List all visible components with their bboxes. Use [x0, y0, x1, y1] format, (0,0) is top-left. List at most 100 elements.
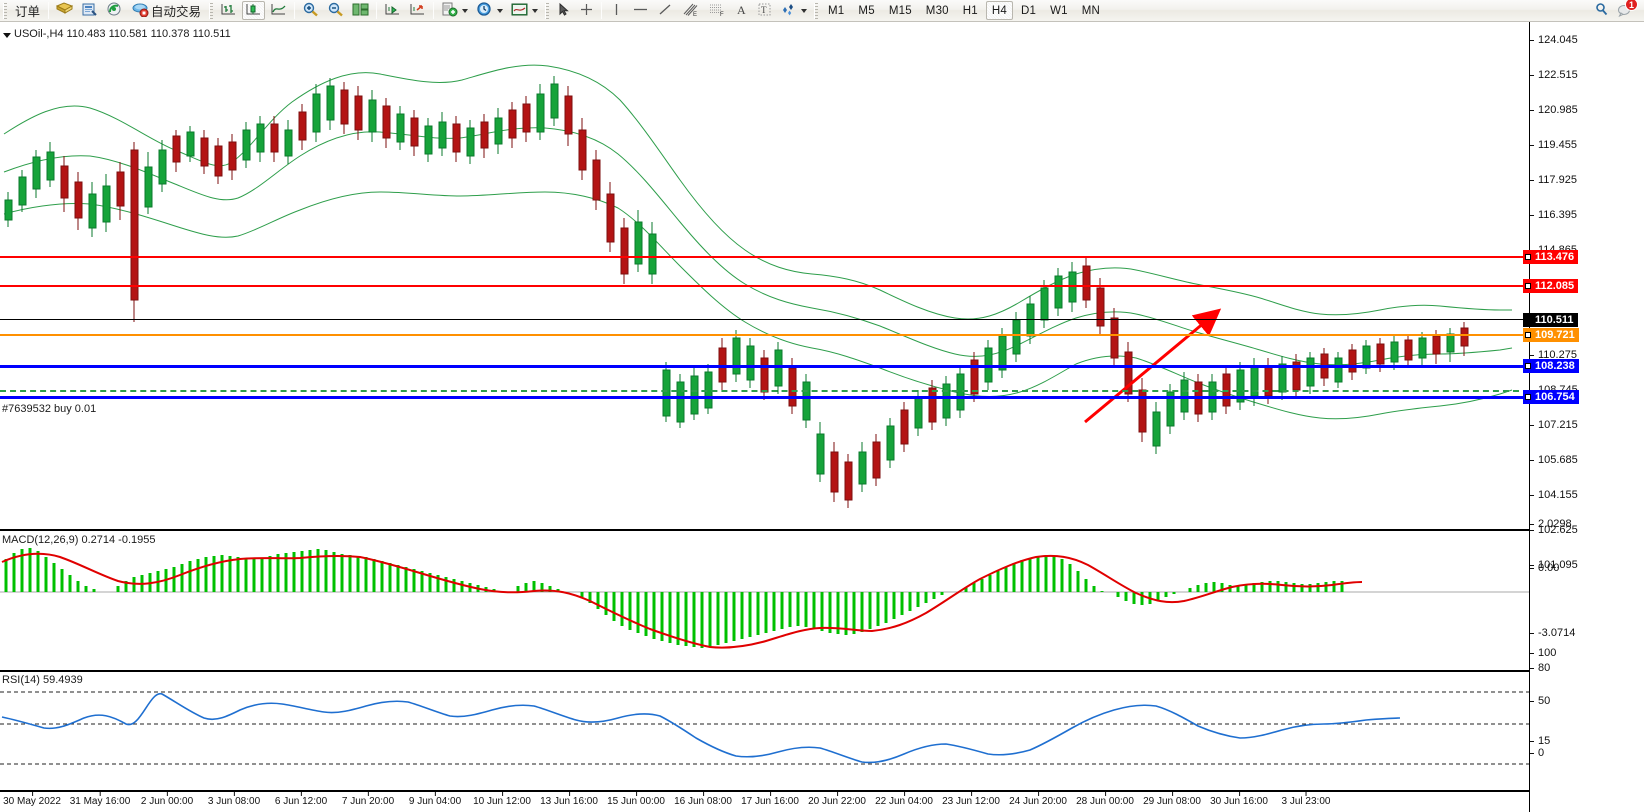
timeframe-mn-label: MN [1081, 4, 1101, 17]
chevron-down-icon-4[interactable] [801, 8, 808, 13]
shapes-button[interactable] [777, 1, 810, 20]
cursor-button[interactable] [553, 1, 574, 20]
timeframe-h1-label: H1 [962, 4, 978, 17]
templates-button[interactable] [508, 1, 541, 20]
crosshair-button[interactable] [576, 1, 597, 20]
timeframe-h4[interactable]: H4 [985, 1, 1013, 20]
support-line-106754[interactable] [0, 395, 1532, 402]
toolbar-grip-4[interactable] [814, 2, 819, 19]
toolbar-grip[interactable] [3, 2, 7, 19]
auto-trading-button[interactable]: 自动交易 [128, 1, 205, 20]
price-pane[interactable] [0, 22, 1532, 525]
macd-tick: 2.0298 [1530, 519, 1572, 530]
timeframe-m15[interactable]: M15 [883, 1, 918, 20]
zoom-in-button[interactable] [299, 1, 322, 20]
chevron-down-icon[interactable] [462, 8, 469, 13]
symbol-dropdown-caret-icon[interactable] [3, 33, 11, 38]
text-icon: A [734, 2, 749, 20]
current-price-value: 110.511 [1535, 314, 1574, 326]
timeframe-d1-label: D1 [1021, 4, 1037, 17]
badge-handle-3[interactable] [1525, 332, 1531, 338]
pivot-line-109721[interactable] [0, 332, 1532, 339]
level-badge-112085[interactable]: 112.085 [1523, 279, 1579, 293]
macd-indicator-label: MACD(12,26,9) 0.2714 -0.1955 [2, 534, 156, 546]
line-chart-button[interactable] [267, 1, 290, 20]
price-scale[interactable]: 124.045 122.515 120.985 119.455 117.925 … [1523, 22, 1644, 812]
badge-handle-5[interactable] [1525, 394, 1531, 400]
badge-handle[interactable] [1525, 254, 1531, 260]
level-badge-108238[interactable]: 108.238 [1523, 359, 1579, 373]
rsi-tick: 15 [1530, 736, 1550, 747]
price-tick: 102.625 [1530, 525, 1578, 536]
label-icon: T [757, 2, 772, 20]
book-icon-button[interactable] [53, 1, 76, 20]
toolbar-separator-3 [376, 2, 378, 19]
price-tick: 117.925 [1530, 175, 1577, 186]
bar-chart-button[interactable] [217, 1, 240, 20]
macd-tick: -3.0714 [1530, 628, 1575, 639]
vertical-line-button[interactable] [606, 1, 627, 20]
resistance-line-112085[interactable] [0, 283, 1532, 290]
signal-icon [106, 2, 123, 20]
time-tick: 20 Jun 22:00 [808, 792, 866, 807]
timeframe-w1[interactable]: W1 [1044, 1, 1074, 20]
timeframe-h1[interactable]: H1 [957, 1, 984, 20]
timeframe-m5[interactable]: M5 [852, 1, 880, 20]
open-order-line[interactable] [0, 390, 1529, 392]
time-tick: 23 Jun 12:00 [942, 792, 1000, 807]
level-badge-109721[interactable]: 109.721 [1523, 328, 1579, 342]
time-tick: 17 Jun 16:00 [741, 792, 799, 807]
text-label-button[interactable]: T [754, 1, 775, 20]
timeframe-mn[interactable]: MN [1076, 1, 1106, 20]
macd-pane[interactable] [0, 529, 1529, 665]
macd-chart-svg [0, 548, 1529, 649]
macd-tick: 0.00 [1530, 563, 1559, 574]
new-order-button[interactable]: 订单 [11, 1, 44, 20]
tile-windows-button[interactable] [349, 1, 372, 20]
toolbar-grip-3[interactable] [545, 2, 550, 19]
auto-scroll-button[interactable] [406, 1, 429, 20]
period-button[interactable] [473, 1, 506, 20]
text-button[interactable]: A [731, 1, 752, 20]
search-button[interactable] [1591, 1, 1612, 20]
news-icon-button[interactable] [78, 1, 101, 20]
level-badge-106754[interactable]: 106.754 [1523, 390, 1579, 404]
badge-handle-2[interactable] [1525, 283, 1531, 289]
chevron-down-icon-2[interactable] [497, 8, 504, 13]
timeframe-m1-label: M1 [828, 4, 845, 17]
indicators-button[interactable] [438, 1, 471, 20]
horizontal-line-button[interactable] [629, 1, 652, 20]
timeframe-d1[interactable]: D1 [1015, 1, 1042, 20]
signal-icon-button[interactable] [103, 1, 126, 20]
toolbar-separator [48, 2, 50, 19]
rsi-indicator-label: RSI(14) 59.4939 [2, 674, 83, 686]
chevron-down-icon-3[interactable] [532, 8, 539, 13]
time-tick: 22 Jun 04:00 [875, 792, 933, 807]
current-price-badge: 110.511 [1523, 313, 1578, 327]
resistance-line-113476[interactable] [0, 254, 1532, 261]
badge-handle-4[interactable] [1525, 363, 1531, 369]
trendline-button[interactable] [654, 1, 677, 20]
shift-chart-button[interactable] [381, 1, 404, 20]
rsi-tick: 100 [1530, 648, 1556, 659]
svg-text:A: A [737, 3, 746, 17]
candle-chart-button[interactable] [242, 1, 266, 20]
timeframe-m1[interactable]: M1 [822, 1, 850, 20]
rsi-pane[interactable] [0, 670, 1529, 791]
level-badge-113476[interactable]: 113.476 [1523, 250, 1579, 264]
support-line-108238[interactable] [0, 364, 1532, 371]
fibonacci-button[interactable]: F [705, 1, 729, 20]
zoom-out-button[interactable] [324, 1, 347, 20]
notifications-button[interactable]: 1 [1614, 0, 1638, 20]
price-tick: 119.455 [1530, 140, 1577, 151]
timeframe-w1-label: W1 [1050, 4, 1068, 17]
trend-arrow-line [1084, 308, 1222, 424]
toolbar-grip-2[interactable] [209, 2, 214, 19]
equidistant-channel-button[interactable]: E [679, 1, 703, 20]
clock-icon [476, 1, 493, 20]
timeframe-m30[interactable]: M30 [920, 1, 955, 20]
notification-count-badge: 1 [1625, 0, 1638, 11]
time-tick: 3 Jul 23:00 [1281, 792, 1331, 807]
chart-area[interactable]: USOil-,H4 110.483 110.581 110.378 110.51… [0, 22, 1644, 812]
rsi-line [1, 693, 1401, 764]
